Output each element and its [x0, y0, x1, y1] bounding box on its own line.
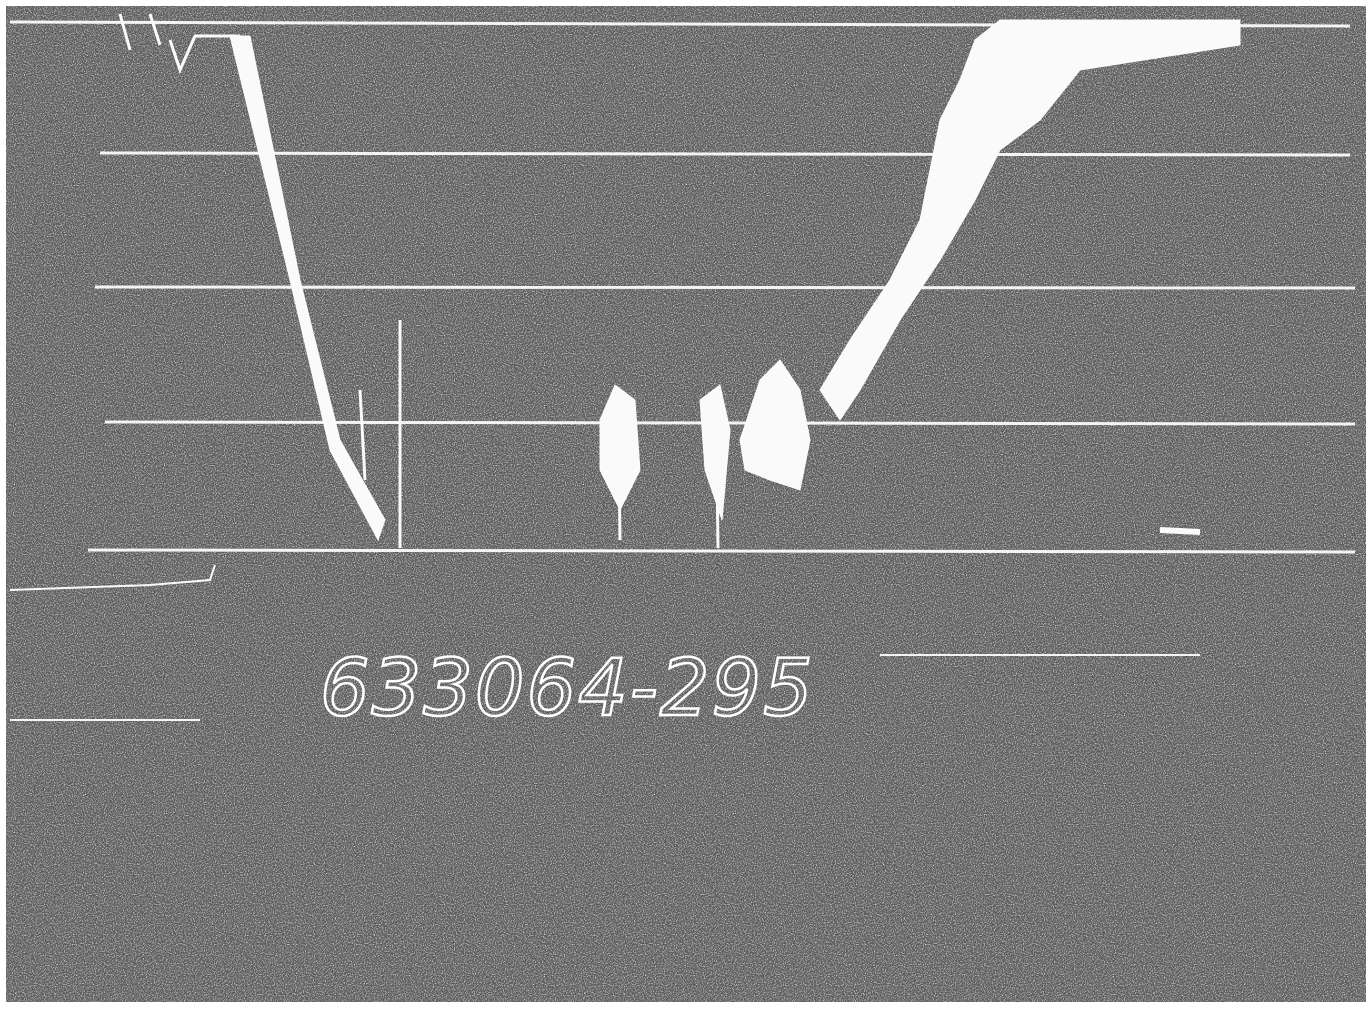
reference-line: [87, 548, 1356, 554]
trace-band: [819, 19, 1241, 421]
trace-spike: [616, 389, 622, 541]
film-grain: [6, 6, 1366, 1002]
reference-line: [94, 285, 1356, 290]
trace-spike: [118, 13, 132, 51]
trace-line: [168, 34, 240, 75]
reference-line: [99, 151, 1351, 157]
trace-spike: [358, 389, 367, 481]
reference-line: [104, 420, 1356, 426]
trace-band: [699, 384, 731, 521]
trace-blob: [1159, 527, 1201, 535]
trace-spike: [714, 399, 720, 549]
handwritten-label: 633064-295: [320, 644, 815, 734]
trace-spike: [148, 13, 162, 46]
trace-line: [9, 564, 216, 591]
trace: [9, 13, 1241, 591]
trace-band: [739, 359, 811, 491]
trace-band: [229, 35, 386, 542]
